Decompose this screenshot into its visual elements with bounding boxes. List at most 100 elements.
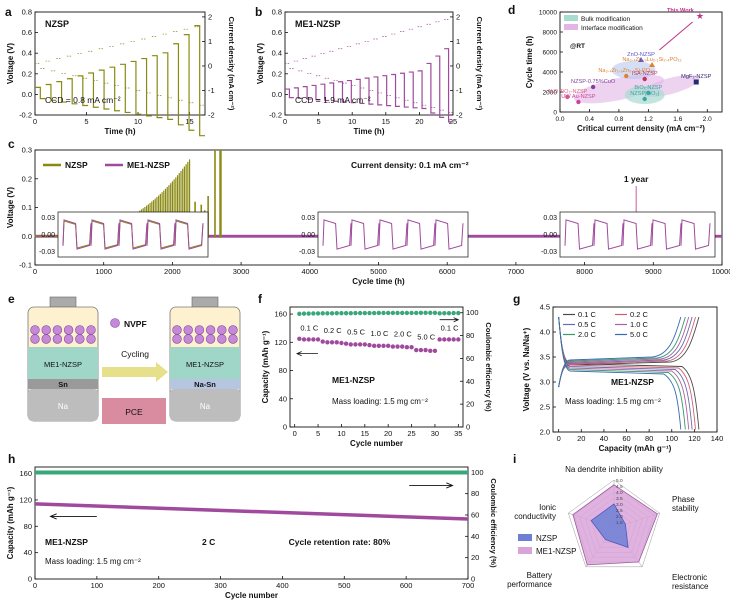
- y-axis-label: Cycle time (h): [525, 35, 534, 88]
- x-tick-label: 10: [348, 117, 356, 126]
- right-cell-electrolyte-label: ME1-NZSP: [186, 360, 224, 369]
- legend-swatch-interface: [564, 24, 578, 30]
- nvpf-particle: [172, 334, 182, 344]
- y2-tick-label: 1: [456, 37, 460, 46]
- x-tick-label: 140: [711, 434, 724, 443]
- legend-a: NZSP: [45, 19, 69, 29]
- x-tick-label: 0: [283, 117, 287, 126]
- capacity-point: [306, 337, 311, 342]
- inset-y-tick-label: -0.03: [39, 249, 55, 256]
- y-tick-label: 0: [283, 423, 287, 432]
- ce-point: [390, 310, 396, 316]
- ce-point: [423, 310, 428, 316]
- nvpf-particle: [194, 334, 205, 344]
- x-tick-label: 15: [382, 117, 390, 126]
- bulk-region: [611, 61, 656, 79]
- x-tick-label: 500: [338, 581, 351, 590]
- y-tick-label: 2.5: [540, 403, 550, 412]
- x-tick-label: 20: [415, 117, 423, 126]
- ce-point: [306, 311, 311, 316]
- pce-box: [102, 398, 166, 424]
- y2-tick-label: 20: [466, 400, 474, 409]
- capacity-point: [343, 341, 349, 346]
- y-axis-label: Capacity (mAh g⁻¹): [6, 486, 15, 559]
- nvpf-particle: [41, 325, 51, 335]
- y-axis-label: Voltage (V): [256, 43, 265, 85]
- inset-y-tick-label: 0.03: [301, 215, 315, 222]
- y-tick-label: 3.5: [540, 353, 550, 362]
- panel-label-e: e: [8, 292, 15, 306]
- ce-point: [432, 310, 438, 316]
- panel-label-a: a: [5, 5, 12, 19]
- ce-point: [404, 310, 410, 316]
- ce-point: [456, 310, 461, 316]
- y2-tick-label: 20: [471, 553, 479, 562]
- radar-axis-label: Ionic conductivity: [514, 503, 556, 521]
- ce-point: [395, 310, 400, 316]
- legend-entry: 1.0 C: [630, 320, 649, 329]
- capacity-point: [428, 348, 433, 353]
- capacity-point: [400, 344, 405, 349]
- legend-interface: Interface modification: [581, 25, 643, 32]
- y2-tick-label: 40: [471, 532, 479, 541]
- nvpf-particle: [172, 325, 182, 335]
- ce-point: [353, 310, 358, 316]
- nvpf-particle: [194, 325, 205, 335]
- rate-label: 0.2 C: [324, 326, 343, 335]
- terminal-cap: [49, 296, 77, 308]
- legend-entry: 5.0 C: [630, 330, 649, 339]
- capacity-point: [446, 337, 452, 342]
- y-tick-label: -0.1: [19, 261, 32, 270]
- point-label: Na₃.₄Zr₁.₉Zn₀.₁Si₂PO₁₂: [598, 68, 654, 74]
- x-tick-label: 1.6: [673, 116, 682, 123]
- x-tick-label: 20: [384, 429, 392, 438]
- y-tick-label: 160: [274, 310, 287, 319]
- y2-axis-label: Current density (mA cm⁻²): [475, 17, 484, 111]
- nvpf-particle: [183, 334, 193, 344]
- panel-label-d: d: [508, 3, 515, 17]
- panel-label-c: c: [8, 137, 15, 151]
- legend-nzsp: NZSP: [65, 160, 88, 170]
- plot-frame: [289, 306, 464, 428]
- capacity-point: [339, 340, 344, 346]
- x-tick-label: 0: [33, 117, 37, 126]
- capacity-point: [371, 343, 377, 349]
- radar-axis-label: Phase stability: [672, 495, 699, 513]
- ce-axis-arrow: [409, 482, 454, 489]
- nvpf-particle: [205, 325, 216, 335]
- data-point: [642, 76, 647, 82]
- discharge-curve: [558, 316, 682, 430]
- data-point: [565, 94, 570, 100]
- ce-point: [339, 310, 344, 316]
- ce-point: [334, 310, 339, 316]
- point-label: MgF₂-NZSP: [681, 74, 711, 80]
- y-tick-label: 80: [279, 366, 287, 375]
- capacity-point: [325, 340, 330, 345]
- ce-point: [297, 311, 302, 317]
- capacity-point: [442, 337, 447, 342]
- y-tick-label: 4000: [543, 70, 558, 77]
- x-tick-label: 0.4: [585, 116, 594, 123]
- rate-label: 0.1 C: [441, 323, 460, 332]
- y2-tick-label: 100: [471, 468, 484, 477]
- legend-entry: 0.1 C: [578, 310, 597, 319]
- nvpf-particle: [86, 334, 96, 344]
- y-axis-label: Voltage (V): [6, 187, 15, 229]
- one-year-callout: 1 year: [624, 174, 649, 184]
- panel-label-i: i: [513, 452, 516, 466]
- capacity-point: [297, 336, 302, 341]
- y-tick-label: 0: [28, 575, 32, 584]
- x-tick-label: 120: [688, 434, 701, 443]
- capacity-point: [301, 337, 307, 342]
- x-tick-label: 5000: [370, 267, 387, 276]
- y-tick-label: 120: [19, 495, 32, 504]
- panel-h-retention: Cycle retention rate: 80%: [289, 537, 391, 547]
- capacity-point: [311, 337, 316, 342]
- point-label: Na₃.₄Zr₁.₉Lu₀.₁Si₂.₄PO₁₂: [622, 57, 681, 63]
- ce-point: [414, 310, 419, 316]
- radar-ring-label: 3.0: [616, 502, 623, 508]
- x-tick-label: 60: [622, 434, 630, 443]
- x-tick-label: 0.8: [614, 116, 623, 123]
- panel-label-h: h: [8, 452, 15, 466]
- capacity-point: [357, 342, 363, 347]
